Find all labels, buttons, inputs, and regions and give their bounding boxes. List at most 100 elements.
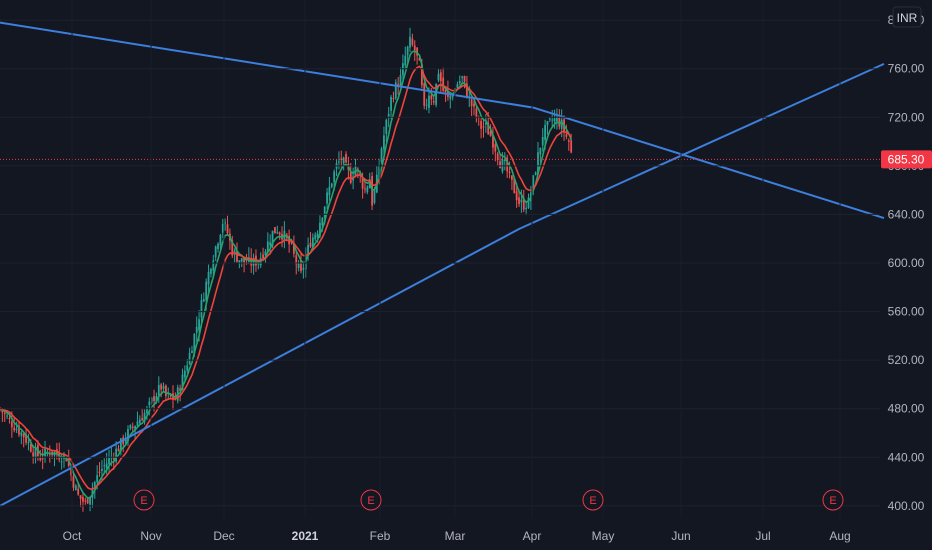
y-tick-label: 640.00 [888, 207, 925, 221]
candle-body [390, 97, 392, 111]
candle-body [331, 183, 333, 187]
candle-body [148, 402, 150, 405]
candle-body [80, 495, 82, 499]
x-tick-label: Mar [445, 529, 466, 543]
candle-body [241, 258, 243, 261]
candle-body [483, 127, 485, 128]
candle-body [452, 96, 454, 97]
candle-body [321, 218, 323, 225]
candle-body [551, 120, 553, 121]
last-price-tag: 685.30 [881, 150, 932, 168]
candle-body [9, 418, 11, 419]
candle-body [480, 121, 482, 129]
candle-body [99, 472, 101, 473]
candle-body [461, 77, 463, 78]
candle-body [129, 425, 131, 428]
earnings-marker-label: E [589, 495, 596, 507]
candle-body [393, 98, 395, 99]
candle-body [227, 224, 229, 233]
candle-body [6, 416, 8, 417]
candle-body [217, 244, 219, 249]
candle-body [549, 118, 551, 119]
candle-body [516, 191, 518, 200]
candle-body [210, 269, 212, 274]
candle-body [475, 109, 477, 118]
candle-body [459, 81, 461, 83]
candle-body [279, 233, 281, 235]
candle-body [407, 47, 409, 56]
candle-body [302, 268, 304, 270]
currency-label: INR [897, 11, 918, 25]
candle-body [364, 189, 366, 190]
candle-body [494, 144, 496, 151]
candle-body [84, 501, 86, 502]
x-tick-label: 2021 [292, 529, 319, 543]
y-tick-label: 400.00 [888, 499, 925, 513]
candle-body [137, 421, 139, 425]
y-tick-label: 440.00 [888, 450, 925, 464]
candle-body [338, 161, 340, 162]
candle-body [411, 39, 413, 45]
candle-body [310, 243, 312, 247]
candle-body [208, 272, 210, 284]
candle-body [340, 159, 342, 160]
candle-body [220, 235, 222, 245]
candle-body [298, 264, 300, 268]
candle-body [215, 246, 217, 257]
candle-body [433, 101, 435, 102]
candle-body [385, 120, 387, 134]
x-tick-label: Jul [755, 529, 770, 543]
candle-body [73, 477, 75, 488]
y-tick-label: 560.00 [888, 305, 925, 319]
candle-body [186, 365, 188, 370]
candle-body [343, 158, 345, 164]
candle-body [381, 148, 383, 161]
candle-body [371, 176, 373, 206]
last-price-label: 685.30 [888, 152, 925, 166]
x-tick-label: Dec [213, 529, 234, 543]
y-tick-label: 480.00 [888, 402, 925, 416]
candle-body [428, 96, 430, 108]
candle-body [511, 175, 513, 179]
candle-body [191, 351, 193, 353]
candle-body [108, 458, 110, 464]
candle-body [203, 299, 205, 301]
currency-badge[interactable]: INR [893, 7, 921, 27]
candle-body [274, 227, 276, 233]
candle-body [499, 161, 501, 168]
candle-body [329, 187, 331, 195]
candle-body [32, 452, 34, 456]
candle-body [539, 148, 541, 155]
x-tick-label: Jun [671, 529, 690, 543]
candle-body [118, 448, 120, 451]
candle-body [139, 420, 141, 424]
candle-body [544, 125, 546, 140]
x-tick-label: Nov [140, 529, 161, 543]
y-tick-label: 520.00 [888, 353, 925, 367]
candle-body [4, 413, 6, 414]
candle-body [374, 189, 376, 202]
earnings-marker-label: E [367, 495, 374, 507]
candle-body [153, 396, 155, 401]
candle-body [404, 56, 406, 66]
candle-body [438, 74, 440, 80]
candle-body [449, 96, 451, 99]
candle-body [566, 134, 568, 136]
candle-body [101, 469, 103, 471]
y-tick-label: 760.00 [888, 62, 925, 76]
candle-body [440, 72, 442, 81]
candle-body [518, 197, 520, 204]
candle-body [525, 208, 527, 209]
candle-body [224, 222, 226, 223]
candle-body [184, 371, 186, 377]
candle-body [568, 140, 570, 142]
x-tick-label: Aug [829, 529, 850, 543]
candle-body [77, 489, 79, 495]
y-tick-label: 600.00 [888, 256, 925, 270]
candle-body [314, 235, 316, 240]
candle-body [262, 254, 264, 258]
candle-body [521, 200, 523, 203]
candle-body [269, 242, 271, 245]
